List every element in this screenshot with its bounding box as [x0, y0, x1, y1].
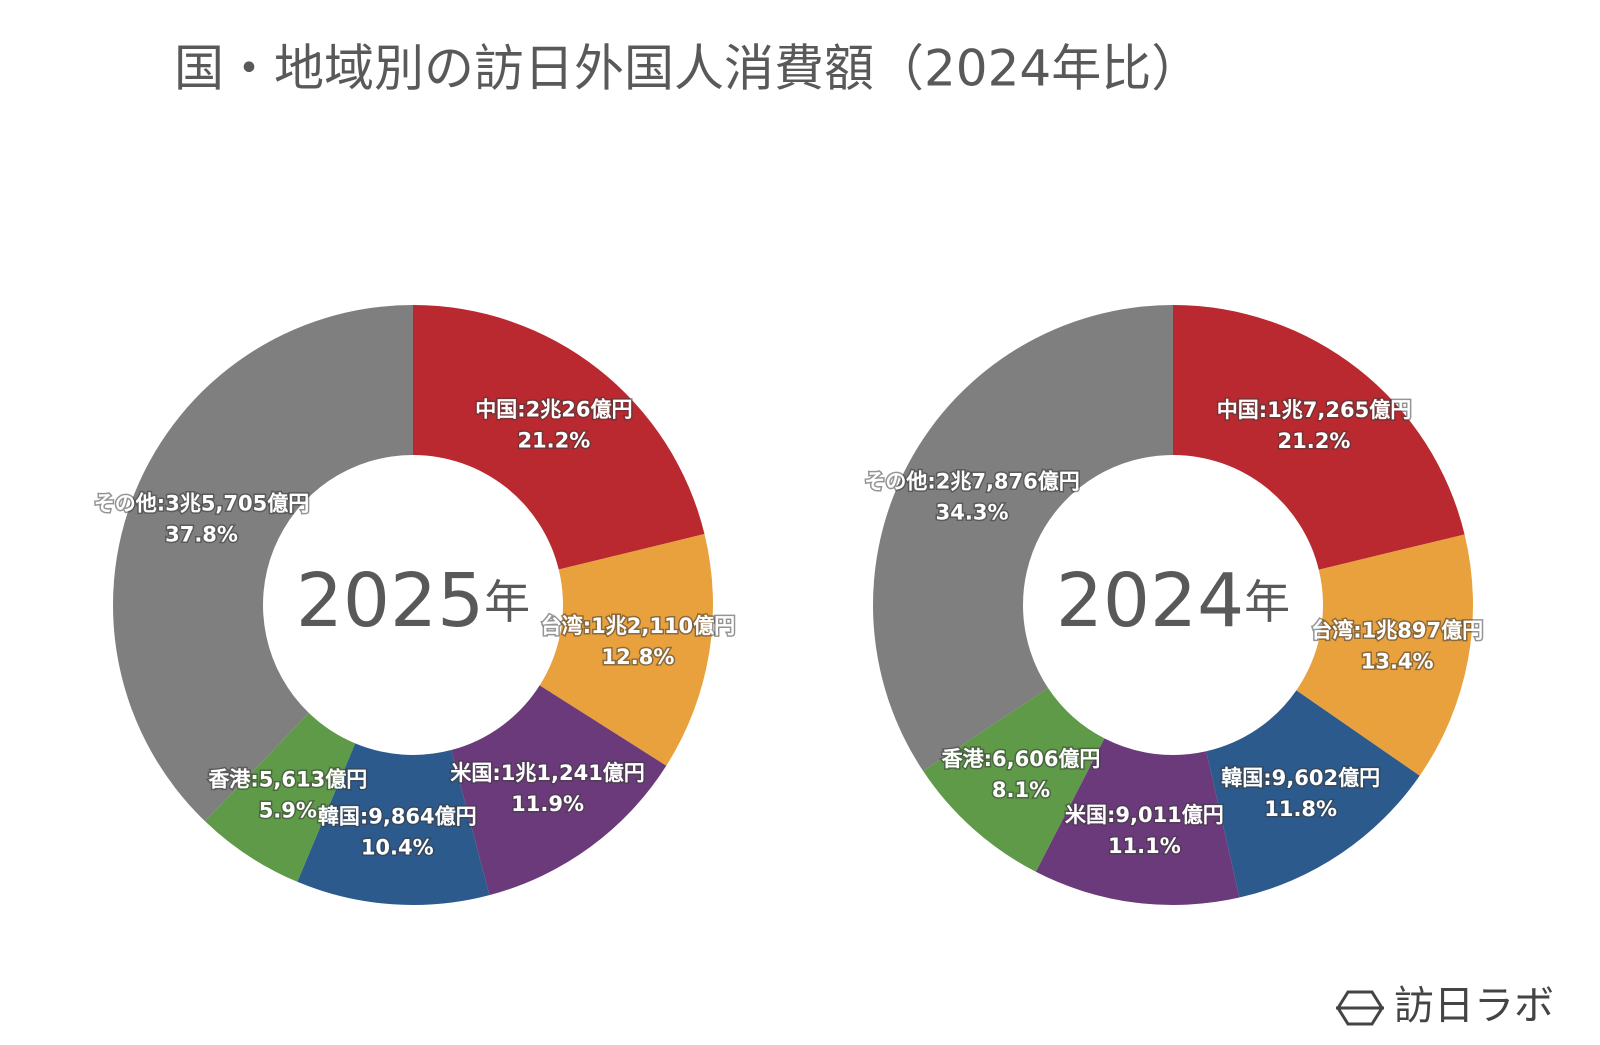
slice-label: その他:2兆7,876億円: [864, 469, 1079, 493]
slice: [413, 305, 705, 570]
slice-value-label: 11.1%: [1108, 834, 1181, 858]
chart-title: 国・地域別の訪日外国人消費額（2024年比）: [174, 40, 1201, 98]
slice: [204, 713, 356, 882]
logo: 訪日ラボ: [1336, 983, 1554, 1029]
slice-value-label: 12.8%: [602, 645, 675, 669]
slice: [1206, 690, 1420, 898]
slice-value-label: 11.8%: [1264, 797, 1337, 821]
slice-label: その他:3兆5,705億円: [94, 492, 309, 516]
slice-value-label: 34.3%: [936, 500, 1009, 524]
slice-value-label: 37.8%: [165, 523, 238, 547]
slice-label: 香港:6,606億円: [942, 747, 1101, 771]
slice-value-label: 5.9%: [259, 799, 317, 823]
slice-label: 米国:9,011億円: [1065, 803, 1224, 827]
slice-value-label: 13.4%: [1361, 650, 1434, 674]
slice: [539, 534, 713, 766]
slice-label: 韓国:9,864億円: [318, 804, 477, 828]
slice-value-label: 10.4%: [361, 835, 434, 859]
center-unit: 年: [1244, 575, 1290, 629]
center-unit: 年: [484, 575, 530, 629]
slice-label: 台湾:1兆897億円: [1311, 619, 1483, 643]
center-year: 2025: [296, 558, 484, 644]
slice-value-label: 11.9%: [511, 792, 584, 816]
slice: [873, 305, 1173, 772]
slice-label: 香港:5,613億円: [208, 768, 367, 792]
slice-label: 中国:1兆7,265億円: [1217, 398, 1411, 422]
slice: [923, 688, 1105, 872]
slice-label: 米国:1兆1,241億円: [450, 761, 644, 785]
center-year: 2024: [1056, 558, 1244, 644]
slice-value-label: 8.1%: [992, 778, 1050, 802]
slice: [1173, 305, 1465, 570]
slice-label: 台湾:1兆2,110億円: [541, 614, 735, 638]
slice: [113, 305, 413, 822]
slice: [451, 685, 667, 896]
logo-text: 訪日ラボ: [1394, 983, 1554, 1029]
slice-label: 韓国:9,602億円: [1221, 766, 1380, 790]
slice-value-label: 21.2%: [1278, 429, 1351, 453]
slice: [1035, 738, 1240, 906]
slice: [1296, 534, 1473, 776]
center-label: 2024年: [1056, 558, 1290, 644]
slice-label: 中国:2兆26億円: [475, 398, 632, 422]
slice-value-label: 21.2%: [517, 429, 590, 453]
center-label: 2025年: [296, 558, 530, 644]
slice: [297, 743, 490, 906]
